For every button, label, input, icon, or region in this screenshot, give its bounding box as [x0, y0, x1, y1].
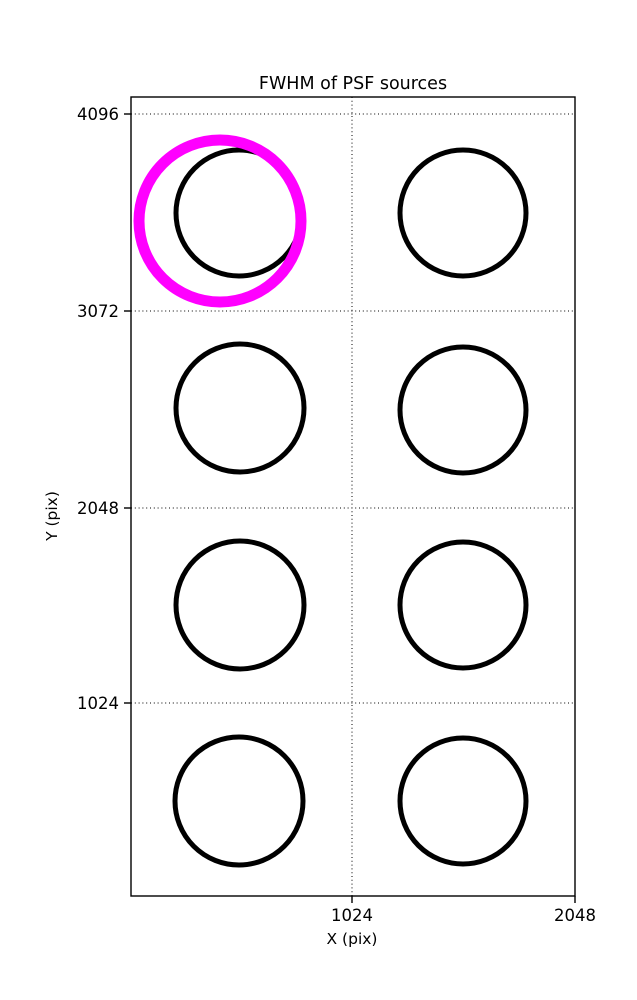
psf-circle-r3c2 — [397, 539, 529, 671]
psf-circle-r2c2 — [397, 344, 529, 476]
y-axis-label: Y (pix) — [43, 491, 61, 542]
psf-circle-r1c2 — [397, 147, 529, 279]
plot-frame — [130, 96, 576, 897]
psf-circle-r2c1 — [173, 341, 307, 475]
x-tick-label-2048: 2048 — [554, 906, 596, 925]
y-tick-label-2048: 2048 — [77, 499, 119, 518]
y-tick-label-1024: 1024 — [77, 694, 119, 713]
x-tick-labels: 1024 2048 — [331, 906, 596, 925]
data-markers-psf — [172, 147, 529, 868]
axes-spines — [130, 96, 576, 897]
psf-circle-r4c2 — [397, 735, 529, 867]
grid-lines — [131, 97, 575, 896]
psf-circle-r3c1 — [173, 538, 307, 672]
y-tick-label-3072: 3072 — [77, 302, 119, 321]
x-axis-label: X (pix) — [327, 930, 378, 948]
x-tick-marks — [351, 896, 576, 903]
reference-circle-magenta — [133, 134, 307, 308]
data-markers-reference — [133, 134, 307, 308]
x-tick-label-1024: 1024 — [331, 906, 373, 925]
page-title: FWHM of PSF sources — [259, 74, 447, 94]
y-tick-marks — [124, 113, 131, 704]
psf-circle-r4c1 — [172, 734, 306, 868]
y-tick-label-4096: 4096 — [77, 105, 119, 124]
plot-area-background — [131, 97, 575, 896]
y-tick-labels: 4096 3072 2048 1024 — [77, 105, 119, 713]
